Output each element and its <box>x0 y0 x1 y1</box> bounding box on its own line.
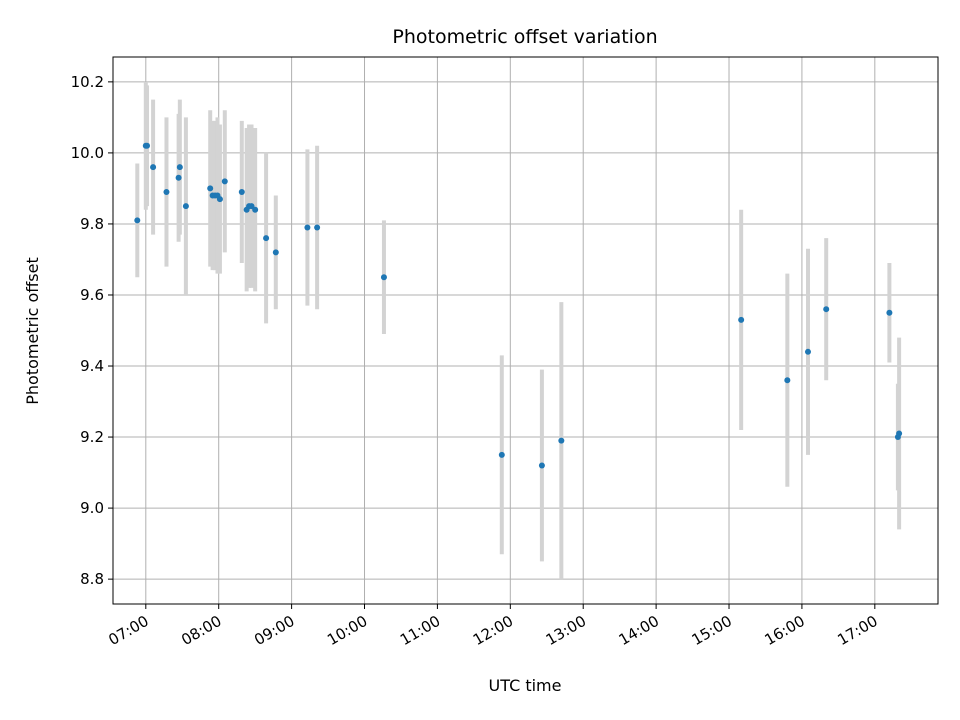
x-tick-label: 17:00 <box>834 612 880 649</box>
data-point <box>380 274 387 281</box>
data-point <box>784 377 791 384</box>
data-point <box>304 224 311 231</box>
plot-frame <box>112 56 939 605</box>
data-point <box>144 142 151 149</box>
x-tick-label: 13:00 <box>543 612 589 649</box>
y-axis-label: Photometric offset <box>23 257 42 405</box>
x-tick-label: 15:00 <box>689 612 735 649</box>
y-tick-label: 9.0 <box>80 499 104 517</box>
x-tick-label: 10:00 <box>324 612 370 649</box>
y-tick-label: 8.8 <box>80 570 104 588</box>
y-tick-label: 10.0 <box>71 144 104 162</box>
y-tick-label: 10.2 <box>71 73 104 91</box>
x-tick-label: 12:00 <box>470 612 516 649</box>
data-point <box>314 224 321 231</box>
y-tick-label: 9.2 <box>80 428 104 446</box>
x-tick-label: 08:00 <box>178 612 224 649</box>
data-point <box>823 306 830 313</box>
data-point <box>538 462 545 469</box>
x-tick-label: 07:00 <box>105 612 151 649</box>
data-point <box>216 196 223 203</box>
data-point <box>886 309 893 316</box>
data-point <box>252 206 259 213</box>
data-point <box>175 174 182 181</box>
y-tick-label: 9.6 <box>80 286 104 304</box>
chart-title: Photometric offset variation <box>392 26 657 48</box>
data-point <box>163 188 170 195</box>
y-axis: 8.8 9.0 9.2 9.4 9.6 9.8 10.0 10.2 <box>71 73 113 588</box>
data-point <box>804 348 811 355</box>
data-point <box>272 249 279 256</box>
data-point <box>238 188 245 195</box>
data-point <box>207 185 214 192</box>
data-point <box>738 316 745 323</box>
data-point <box>498 451 505 458</box>
grid <box>113 57 938 604</box>
x-tick-label: 16:00 <box>761 612 807 649</box>
x-tick-label: 14:00 <box>616 612 662 649</box>
y-tick-label: 9.8 <box>80 215 104 233</box>
data-points <box>134 142 903 469</box>
x-axis: 07:00 08:00 09:00 10:00 11:00 12:00 13:00 14:00… <box>105 604 881 649</box>
data-point <box>558 437 565 444</box>
data-point <box>896 430 903 437</box>
data-point <box>221 178 228 185</box>
x-axis-label: UTC time <box>489 676 562 695</box>
x-tick-label: 11:00 <box>397 612 443 649</box>
x-tick-label: 09:00 <box>251 612 297 649</box>
data-point <box>134 217 141 224</box>
error-bars <box>135 81 902 580</box>
data-point <box>182 203 189 210</box>
data-point <box>176 164 183 171</box>
data-point <box>150 164 157 171</box>
data-point <box>263 235 270 242</box>
y-tick-label: 9.4 <box>80 357 104 375</box>
